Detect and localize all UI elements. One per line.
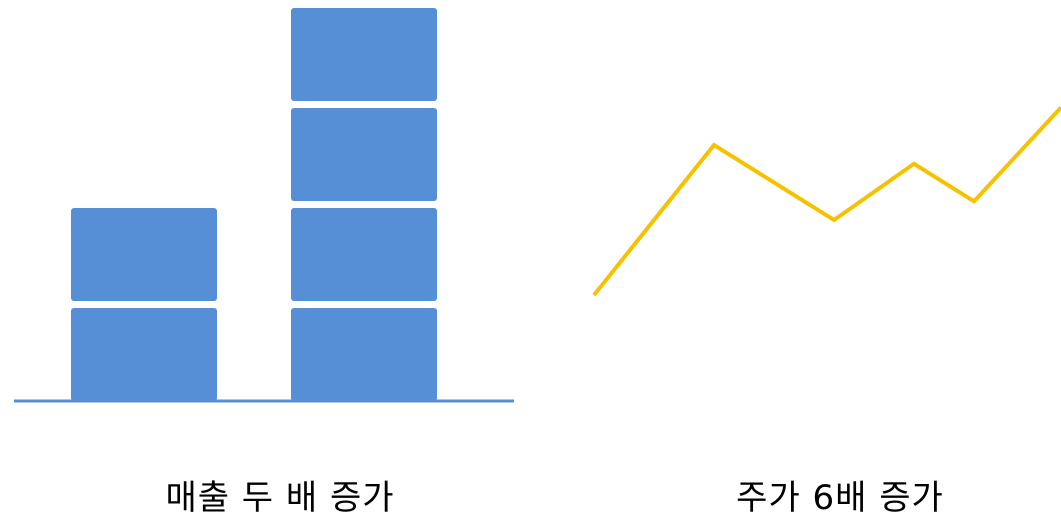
sales-block-before-2 <box>71 208 217 301</box>
stock-price-point-3 <box>834 220 835 221</box>
stock-price-point-1 <box>594 295 595 296</box>
sales-stacked-blocks <box>71 8 437 401</box>
sales-block-after-3 <box>291 108 437 201</box>
stock-price-line-chart <box>594 107 1061 296</box>
stock-price-point-4 <box>914 163 915 164</box>
sales-block-after-4 <box>291 8 437 101</box>
sales-block-before-1 <box>71 308 217 401</box>
stock-price-point-2 <box>714 145 715 146</box>
sales-block-after-1 <box>291 308 437 401</box>
stock-price-point-5 <box>974 201 975 202</box>
stock-price-line <box>594 108 1061 296</box>
sales-block-after-2 <box>291 208 437 301</box>
